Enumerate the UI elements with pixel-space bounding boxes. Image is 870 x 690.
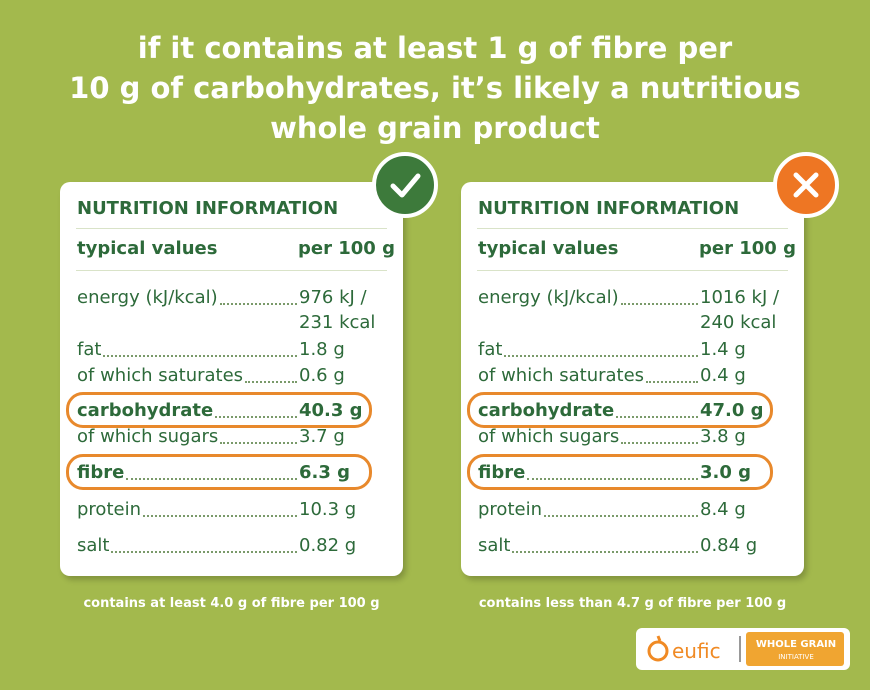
leader [527,460,698,480]
divider [76,228,387,229]
nutrient-value: 10.3 g [299,499,357,520]
nutrient-value: 3.8 g [700,426,746,447]
nutrient-row: fibre 6.3 g [77,460,387,485]
nutrient-label: of which sugars [77,426,219,447]
cross-icon [793,172,819,198]
nutrient-row: protein 10.3 g [77,497,387,522]
nutrient-label: of which saturates [478,365,645,386]
nutrient-label: protein [77,499,141,520]
leader [142,497,297,517]
verdict-badge [773,152,839,218]
nutrient-value: 47.0 g [700,400,764,421]
nutrition-card: NUTRITION INFORMATION typical values per 1… [60,182,403,576]
nutrient-row: carbohydrate 40.3 g [77,398,387,423]
leader [245,363,297,383]
leader [219,285,297,305]
nutrient-row: salt 0.82 g [77,533,387,558]
leader [620,285,698,305]
column-value: per 100 g [298,238,395,259]
nutrient-label: energy (kJ/kcal) [478,287,619,308]
nutrient-value: 3.7 g [299,426,345,447]
nutrient-value: 1.4 g [700,339,746,360]
verdict-badge [372,152,438,218]
nutrient-label: carbohydrate [77,400,214,421]
nutrient-value: 8.4 g [700,499,746,520]
nutrient-value: 0.84 g [700,535,758,556]
eufic-logo: eufic [672,639,721,663]
wgi-logo: WHOLE GRAIN [756,639,836,650]
leader [512,533,698,553]
nutrient-label: fat [478,339,503,360]
card-caption: contains less than 4.7 g of fibre per 10… [478,596,787,611]
nutrient-row: protein 8.4 g [478,497,788,522]
leader [504,337,698,357]
nutrient-row: energy (kJ/kcal) 976 kJ / 231 kcal [77,285,387,335]
leader [215,398,297,418]
leader [616,398,698,418]
leader [621,424,698,444]
nutrient-row: of which saturates 0.6 g [77,363,387,388]
nutrient-value: 3.0 g [700,462,752,483]
divider [477,270,788,271]
nutrient-value: 0.4 g [700,365,746,386]
nutrient-label: fibre [77,462,125,483]
leader [126,460,297,480]
wgi-logo-sub: INITIATIVE [778,653,814,661]
nutrient-value: 0.6 g [299,365,345,386]
card-header: NUTRITION INFORMATION [478,198,740,219]
nutrient-label: of which saturates [77,365,244,386]
nutrition-card: NUTRITION INFORMATION typical values per 1… [461,182,804,576]
nutrient-row: fat 1.8 g [77,337,387,362]
column-label: typical values [478,238,619,259]
logo-art: eufic WHOLE GRAIN INITIATIVE [647,632,844,666]
leader [543,497,698,517]
nutrient-value: 0.82 g [299,535,357,556]
highlight-oval [66,392,372,428]
highlight-oval [467,392,773,428]
leader [220,424,297,444]
nutrient-row: fat 1.4 g [478,337,788,362]
title-line: if it contains at least 1 g of fibre per [137,31,733,65]
nutrient-label: protein [478,499,542,520]
nutrient-label: salt [478,535,511,556]
title: if it contains at least 1 g of fibre per… [0,28,870,148]
nutrient-value: 976 kJ / 231 kcal [299,287,376,333]
leader [111,533,297,553]
nutrient-row: fibre 3.0 g [478,460,788,485]
nutrient-label: salt [77,535,110,556]
title-line: 10 g of carbohydrates, it’s likely a nut… [69,71,801,105]
nutrient-row: of which sugars 3.8 g [478,424,788,449]
nutrient-value: 1016 kJ / 240 kcal [700,287,780,333]
logos: eufic WHOLE GRAIN INITIATIVE [636,628,850,670]
nutrient-row: of which saturates 0.4 g [478,363,788,388]
card-header: NUTRITION INFORMATION [77,198,339,219]
divider [76,270,387,271]
nutrient-label: fat [77,339,102,360]
leader [646,363,698,383]
column-value: per 100 g [699,238,796,259]
nutrient-label: energy (kJ/kcal) [77,287,218,308]
nutrient-value: 6.3 g [299,462,351,483]
nutrient-row: of which sugars 3.7 g [77,424,387,449]
nutrient-row: energy (kJ/kcal) 1016 kJ / 240 kcal [478,285,788,335]
nutrient-row: salt 0.84 g [478,533,788,558]
nutrient-label: fibre [478,462,526,483]
leader [103,337,297,357]
title-line: whole grain product [270,111,600,145]
divider [477,228,788,229]
check-icon [390,173,421,198]
nutrient-label: carbohydrate [478,400,615,421]
nutrient-value: 1.8 g [299,339,345,360]
highlight-oval [66,454,372,490]
nutrient-value: 40.3 g [299,400,363,421]
nutrient-label: of which sugars [478,426,620,447]
highlight-oval [467,454,773,490]
card-caption: contains at least 4.0 g of fibre per 100… [83,596,380,611]
nutrient-row: carbohydrate 47.0 g [478,398,788,423]
column-label: typical values [77,238,218,259]
